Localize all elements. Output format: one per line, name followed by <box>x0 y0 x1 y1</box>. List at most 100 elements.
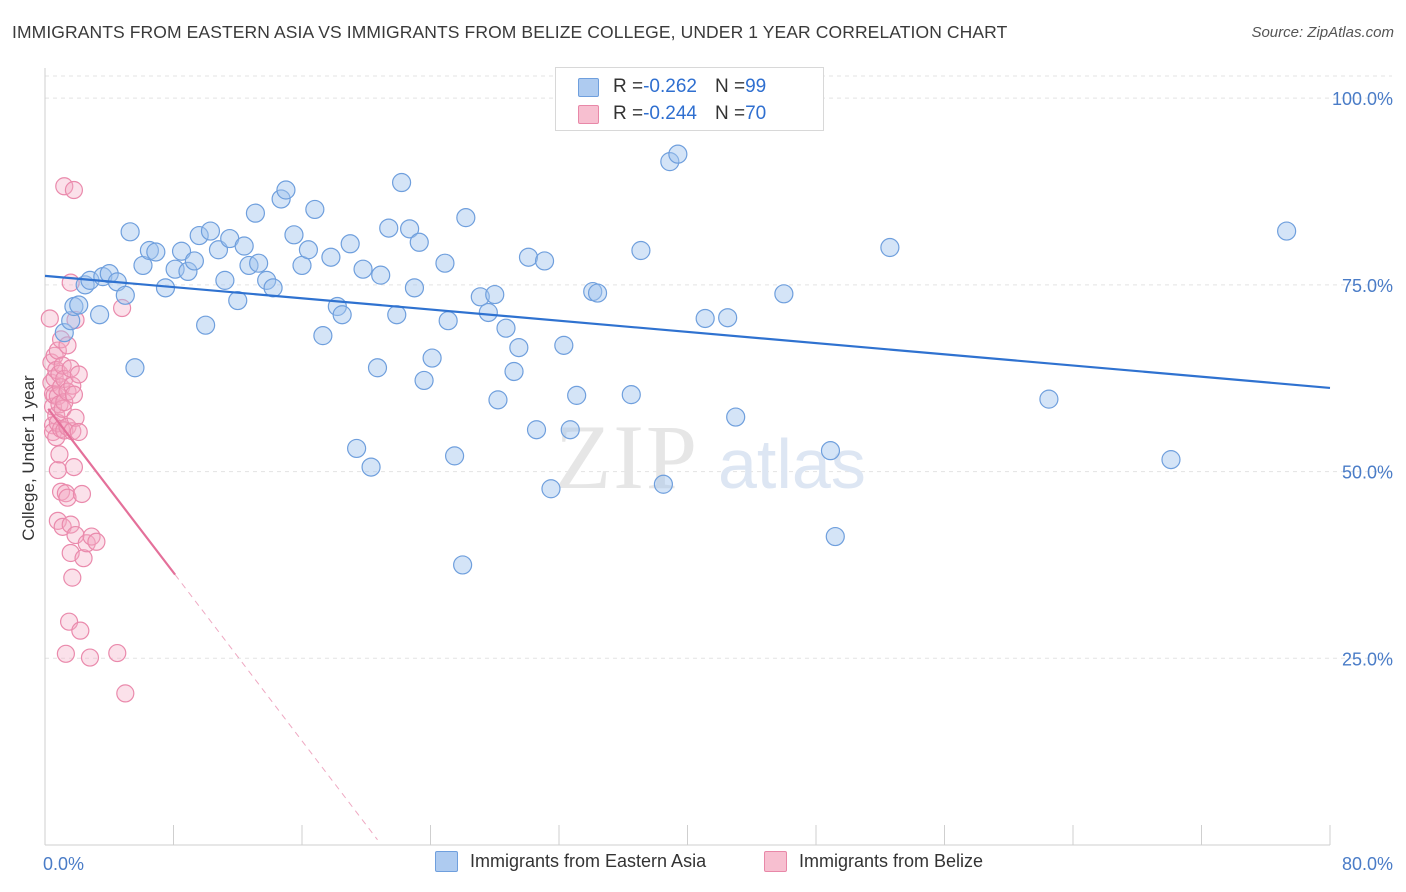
point-belize <box>47 406 66 425</box>
point-belize <box>55 177 74 196</box>
point-eastern-asia <box>456 208 476 228</box>
legend-n-label: N = <box>714 103 746 124</box>
x-tick-label: 0.0% <box>43 854 84 874</box>
point-eastern-asia <box>120 222 140 242</box>
y-tick-label: 50.0% <box>1342 463 1393 483</box>
series-name-eastern-asia: Immigrants from Eastern Asia <box>470 851 707 871</box>
point-belize <box>50 445 69 464</box>
tick-labels: 25.0% 50.0% 75.0% 100.0% 0.0% 80.0% <box>43 89 1393 874</box>
point-eastern-asia <box>189 225 209 246</box>
point-eastern-asia <box>422 348 442 368</box>
y-tick-label: 100.0% <box>1332 89 1393 109</box>
point-eastern-asia <box>478 302 498 323</box>
point-eastern-asia <box>284 225 304 245</box>
point-eastern-asia <box>820 441 841 461</box>
point-belize <box>69 365 88 384</box>
point-eastern-asia <box>470 287 490 307</box>
point-belize <box>64 180 84 200</box>
legend-n-value: 99 <box>745 76 767 97</box>
point-belize <box>71 621 90 640</box>
chart-title: IMMIGRANTS FROM EASTERN ASIA VS IMMIGRAN… <box>12 22 1008 42</box>
point-eastern-asia <box>409 232 429 252</box>
y-tick-label: 75.0% <box>1342 276 1393 296</box>
point-eastern-asia <box>587 283 608 303</box>
point-eastern-asia <box>196 315 216 335</box>
y-axis-label: College, Under 1 year <box>19 375 38 541</box>
point-belize <box>74 549 93 568</box>
point-eastern-asia <box>485 284 505 305</box>
watermark: ZIP atlas <box>555 406 866 508</box>
watermark-zip: ZIP <box>555 406 699 508</box>
point-eastern-asia <box>825 526 845 547</box>
point-eastern-asia <box>560 420 580 440</box>
series-belize-points <box>40 177 135 703</box>
point-eastern-asia <box>257 270 277 290</box>
point-eastern-asia <box>367 358 388 378</box>
point-eastern-asia <box>61 311 81 331</box>
series-swatch-blue <box>435 851 458 872</box>
legend-r-label: R = <box>613 103 644 124</box>
series-legend-belize: Immigrants from Belize <box>764 851 983 872</box>
point-eastern-asia <box>541 479 561 499</box>
point-eastern-asia <box>509 337 529 358</box>
trend-line-belize-extension <box>174 574 378 841</box>
point-eastern-asia <box>718 308 738 328</box>
point-eastern-asia <box>880 237 900 258</box>
point-eastern-asia <box>453 555 473 575</box>
point-eastern-asia <box>435 253 455 273</box>
point-eastern-asia <box>371 265 391 285</box>
point-belize <box>53 399 72 418</box>
axes <box>44 68 1331 846</box>
point-eastern-asia <box>271 189 291 209</box>
watermark-atlas: atlas <box>718 425 866 503</box>
legend-r-label: R = <box>613 76 644 97</box>
point-belize <box>66 408 85 427</box>
point-eastern-asia <box>438 311 458 331</box>
point-eastern-asia <box>69 295 89 315</box>
point-eastern-asia <box>488 390 508 410</box>
legend-n-label: N = <box>714 76 746 97</box>
point-eastern-asia <box>353 259 373 279</box>
grid-lines <box>45 75 1392 659</box>
point-eastern-asia <box>332 305 352 325</box>
legend-row-belize: R = -0.244 N = 70 <box>578 101 766 127</box>
point-eastern-asia <box>1161 450 1181 470</box>
point-eastern-asia <box>90 305 110 325</box>
point-belize <box>61 515 80 534</box>
point-eastern-asia <box>1039 389 1059 409</box>
series-eastern-asia-points <box>54 110 1297 575</box>
point-eastern-asia <box>668 144 688 164</box>
point-belize <box>48 460 67 480</box>
point-belize <box>72 484 92 504</box>
y-tick-label: 25.0% <box>1342 649 1393 669</box>
point-eastern-asia <box>621 385 641 405</box>
point-eastern-asia <box>146 242 166 262</box>
point-eastern-asia <box>726 407 746 427</box>
trend-line-belize <box>47 408 176 576</box>
series-name-belize: Immigrants from Belize <box>799 851 984 871</box>
point-belize <box>87 532 106 551</box>
trend-line-eastern-asia <box>44 274 1331 390</box>
point-belize <box>69 422 88 442</box>
point-eastern-asia <box>139 240 160 261</box>
point-eastern-asia <box>660 152 680 172</box>
x-tick-label: 80.0% <box>1342 854 1393 874</box>
legend-r-value: -0.262 <box>643 76 697 97</box>
point-belize <box>64 385 84 404</box>
point-eastern-asia <box>125 358 145 378</box>
point-eastern-asia <box>504 361 524 382</box>
chart-source: Source: ZipAtlas.com <box>1251 24 1394 41</box>
legend: R = -0.262 N = 99 R = -0.244 N = 70 <box>555 67 824 131</box>
legend-n-value: 70 <box>745 103 767 124</box>
point-eastern-asia <box>200 221 221 241</box>
point-eastern-asia <box>387 305 407 325</box>
point-eastern-asia <box>567 385 587 405</box>
series-legend-eastern-asia: Immigrants from Eastern Asia <box>435 851 706 872</box>
point-eastern-asia <box>313 326 333 346</box>
point-eastern-asia <box>400 219 420 239</box>
point-eastern-asia <box>404 278 425 298</box>
point-eastern-asia <box>305 199 325 220</box>
point-eastern-asia <box>631 240 651 261</box>
point-eastern-asia <box>321 247 341 267</box>
point-eastern-asia <box>276 180 296 200</box>
